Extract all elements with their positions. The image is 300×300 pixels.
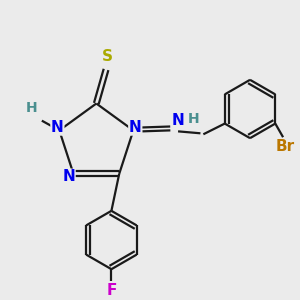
Text: H: H: [25, 101, 37, 115]
Text: N: N: [51, 120, 64, 135]
Text: N: N: [172, 113, 184, 128]
Text: Br: Br: [275, 140, 295, 154]
Text: H: H: [188, 112, 200, 126]
Text: S: S: [101, 49, 112, 64]
Text: F: F: [106, 283, 117, 298]
Text: N: N: [62, 169, 75, 184]
Text: N: N: [129, 120, 142, 135]
